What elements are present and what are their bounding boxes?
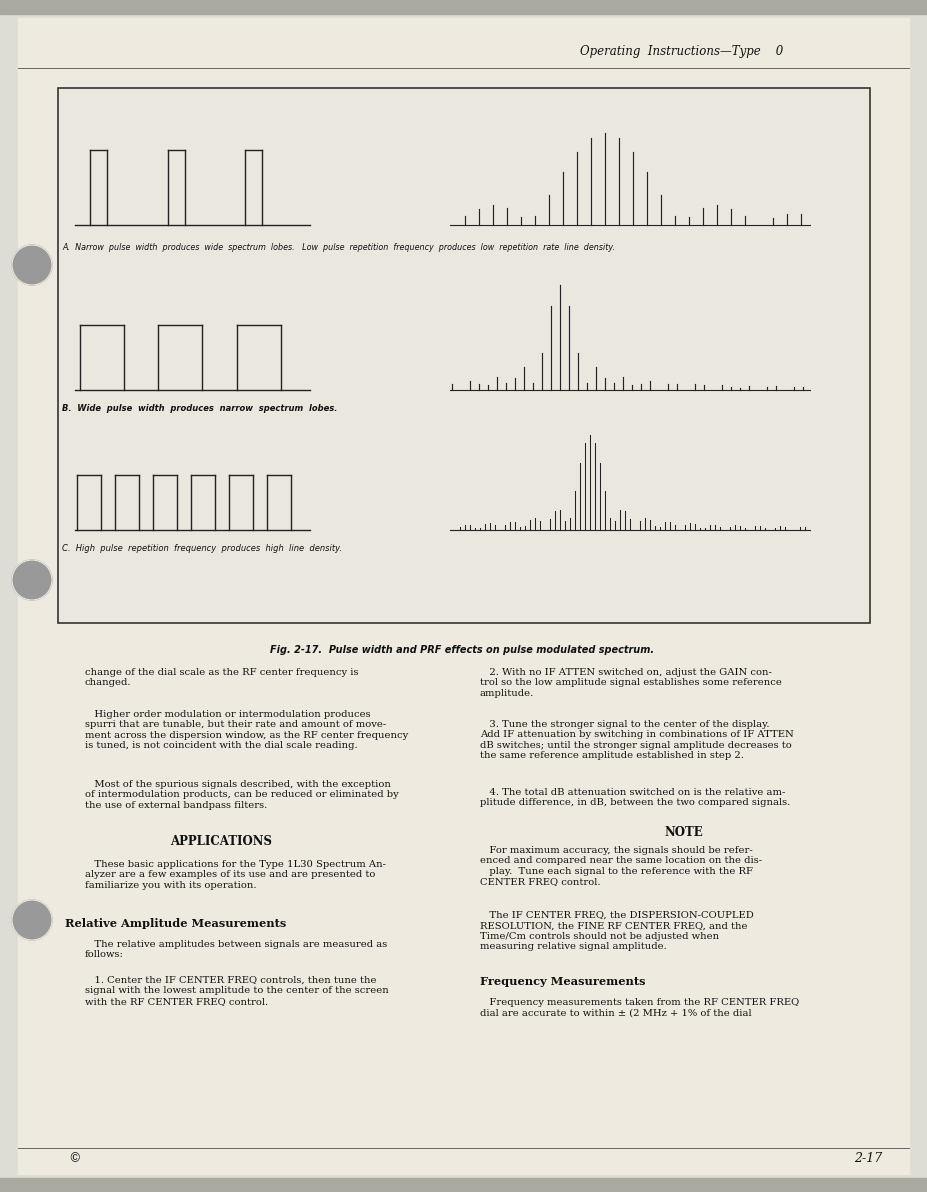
Circle shape: [12, 900, 52, 940]
Text: 2-17: 2-17: [854, 1151, 883, 1165]
Circle shape: [12, 560, 52, 600]
Text: 2. With no IF ATTEN switched on, adjust the GAIN con-
trol so the low amplitude : 2. With no IF ATTEN switched on, adjust …: [480, 668, 781, 697]
Text: Most of the spurious signals described, with the exception
of intermodulation pr: Most of the spurious signals described, …: [85, 780, 399, 809]
Text: Higher order modulation or intermodulation produces
spurri that are tunable, but: Higher order modulation or intermodulati…: [85, 710, 408, 750]
Text: 3. Tune the stronger signal to the center of the display.
Add IF attenuation by : 3. Tune the stronger signal to the cente…: [480, 720, 794, 760]
Text: A.  Narrow  pulse  width  produces  wide  spectrum  lobes.   Low  pulse  repetit: A. Narrow pulse width produces wide spec…: [62, 243, 615, 252]
Text: Frequency measurements taken from the RF CENTER FREQ
dial are accurate to within: Frequency measurements taken from the RF…: [480, 998, 799, 1018]
Text: C.  High  pulse  repetition  frequency  produces  high  line  density.: C. High pulse repetition frequency produ…: [62, 544, 342, 553]
Bar: [0, 1178, 927, 1192]
Text: The IF CENTER FREQ, the DISPERSION-COUPLED
RESOLUTION, the FINE RF CENTER FREQ, : The IF CENTER FREQ, the DISPERSION-COUPL…: [480, 911, 754, 951]
Text: ©: ©: [68, 1151, 81, 1165]
Text: B.  Wide  pulse  width  produces  narrow  spectrum  lobes.: B. Wide pulse width produces narrow spec…: [62, 404, 337, 412]
Text: NOTE: NOTE: [665, 826, 704, 839]
Text: Relative Amplitude Measurements: Relative Amplitude Measurements: [65, 918, 286, 929]
Text: change of the dial scale as the RF center frequency is
changed.: change of the dial scale as the RF cente…: [85, 668, 359, 688]
Bar: [0, 0, 927, 14]
Text: Operating  Instructions—Type    0: Operating Instructions—Type 0: [580, 45, 783, 58]
Text: Frequency Measurements: Frequency Measurements: [480, 976, 645, 987]
Text: These basic applications for the Type 1L30 Spectrum An-
alyzer are a few example: These basic applications for the Type 1L…: [85, 859, 386, 889]
Text: APPLICATIONS: APPLICATIONS: [170, 836, 272, 848]
Text: 1. Center the IF CENTER FREQ controls, then tune the
signal with the lowest ampl: 1. Center the IF CENTER FREQ controls, t…: [85, 976, 388, 1006]
Text: For maximum accuracy, the signals should be refer-
enced and compared near the s: For maximum accuracy, the signals should…: [480, 846, 762, 886]
Text: The relative amplitudes between signals are measured as
follows:: The relative amplitudes between signals …: [85, 940, 387, 960]
Text: Fig. 2-17.  Pulse width and PRF effects on pulse modulated spectrum.: Fig. 2-17. Pulse width and PRF effects o…: [270, 645, 654, 654]
Text: 4. The total dB attenuation switched on is the relative am-
plitude difference, : 4. The total dB attenuation switched on …: [480, 788, 790, 807]
Circle shape: [12, 246, 52, 285]
Bar: [58, 88, 870, 623]
